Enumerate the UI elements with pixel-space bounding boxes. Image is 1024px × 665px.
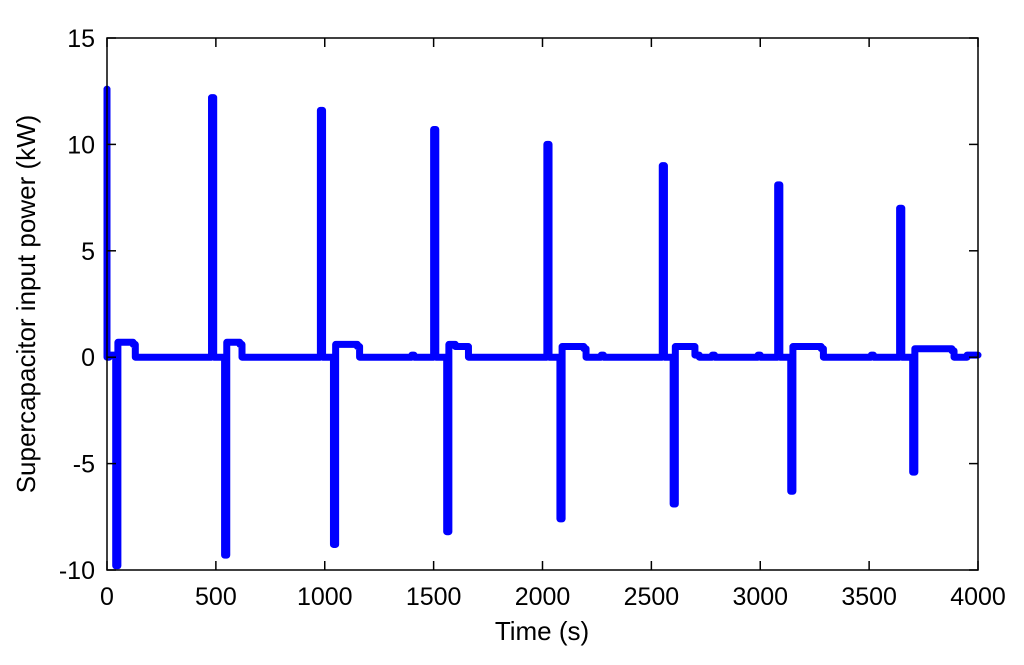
x-tick-label: 1500 [406,583,462,611]
tick-layer: 0 500 1000 1500 2000 2500 3000 3500 4000 -10 -5 0 5 1… [59,25,1006,611]
x-tick-label: 3000 [732,583,788,611]
y-tick-label: -5 [73,451,95,479]
y-tick-label: 10 [67,131,95,159]
plot-background [107,38,978,570]
y-axis-title: Supercapacitor input power (kW) [11,115,41,494]
series-line-1 [103,85,982,570]
y-tick-label: -10 [59,557,95,585]
x-tick-label: 4000 [950,583,1006,611]
y-tick-label: 5 [81,238,95,266]
x-tick-label: 500 [195,583,237,611]
x-tick-label: 3500 [841,583,897,611]
x-tick-label: 0 [100,583,114,611]
x-axis-title: Time (s) [495,616,589,646]
x-tick-label: 1000 [297,583,353,611]
y-tick-label: 15 [67,25,95,53]
y-tick-label: 0 [81,344,95,372]
series-layer [103,85,982,570]
x-tick-label: 2000 [515,583,571,611]
x-tick-label: 2500 [624,583,680,611]
